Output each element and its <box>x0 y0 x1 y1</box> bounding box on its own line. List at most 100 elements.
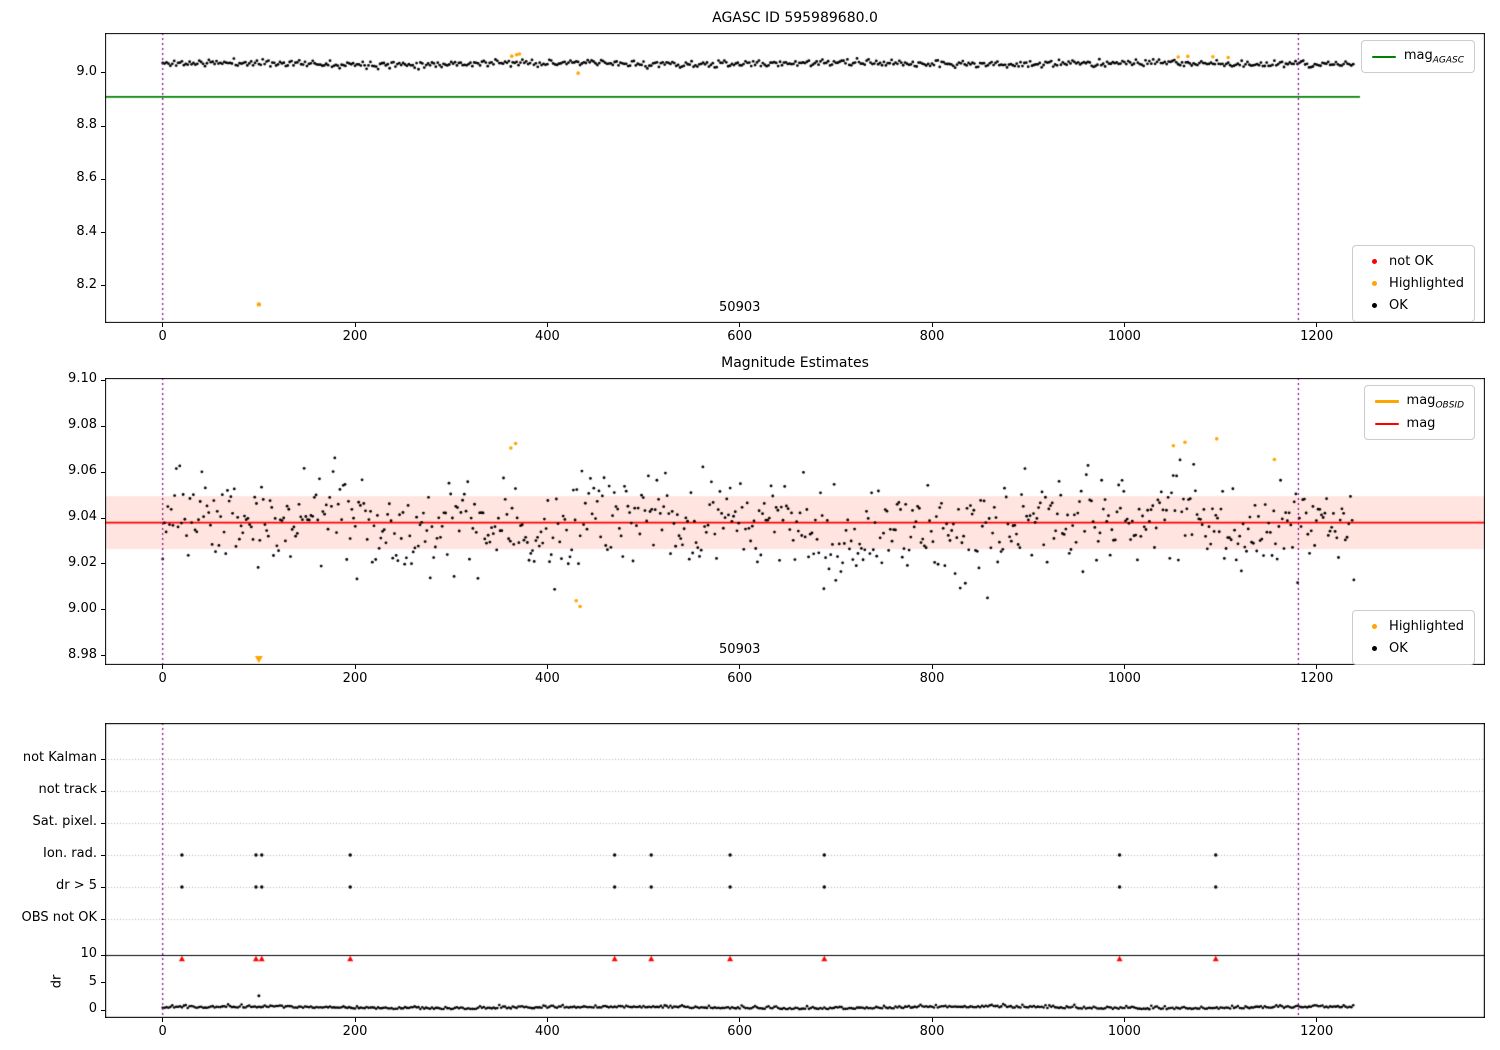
x-tick-mark <box>546 1018 548 1022</box>
bottom-plot-canvas <box>105 723 1485 1018</box>
legend-mag-agasc: magAGASC <box>1360 40 1475 73</box>
y-tick-mark <box>101 72 105 74</box>
legend-entry: OK <box>1363 639 1464 658</box>
dr-tick-label: 0 <box>88 1001 97 1016</box>
category-label: not track <box>38 782 97 797</box>
x-tick-label: 1200 <box>1300 671 1334 686</box>
x-tick-mark <box>1123 665 1125 669</box>
legend-dot-swatch <box>1372 646 1378 651</box>
x-tick-mark <box>546 323 548 327</box>
x-tick-label: 1000 <box>1107 1024 1141 1039</box>
legend-label-subscript: OBSID <box>1435 400 1464 411</box>
y-tick-label: 8.2 <box>76 276 97 292</box>
x-tick-mark <box>739 1018 741 1022</box>
x-tick-label: 0 <box>158 1024 167 1039</box>
legend-line-swatch <box>1374 400 1399 403</box>
y-tick-mark <box>101 790 105 792</box>
y-tick-mark <box>101 471 105 473</box>
x-tick-label: 400 <box>534 1024 560 1039</box>
legend-entry: mag <box>1374 414 1464 433</box>
x-tick-mark <box>931 323 933 327</box>
legend-line-swatch <box>1371 55 1396 58</box>
x-tick-label: 800 <box>919 1024 945 1039</box>
x-tick-mark <box>546 665 548 669</box>
x-tick-mark <box>1123 323 1125 327</box>
category-label: OBS not OK <box>21 910 98 925</box>
y-tick-mark <box>101 563 105 565</box>
legend-label: mag <box>1406 416 1436 431</box>
x-tick-mark <box>1316 1018 1318 1022</box>
x-tick-label: 1000 <box>1107 329 1141 344</box>
obsid-annotation-middle: 50903 <box>719 642 761 657</box>
y-tick-mark <box>101 178 105 180</box>
category-label: Sat. pixel. <box>32 814 97 829</box>
legend-label: Highlighted <box>1389 619 1464 634</box>
x-tick-label: 600 <box>727 671 753 686</box>
y-tick-label: 8.98 <box>68 646 97 662</box>
x-tick-mark <box>931 1018 933 1022</box>
legend-label-subscript: AGASC <box>1432 55 1464 66</box>
legend-dot-swatch <box>1372 281 1378 286</box>
legend-entry: magOBSID <box>1374 392 1464 411</box>
legend-label: magOBSID <box>1406 392 1464 411</box>
x-tick-label: 0 <box>158 671 167 686</box>
y-tick-label: 9.06 <box>68 463 97 479</box>
legend-line-swatch <box>1374 422 1399 425</box>
y-tick-mark <box>101 1009 105 1011</box>
y-tick-mark <box>101 425 105 427</box>
legend-dot-swatch <box>1372 303 1378 308</box>
x-tick-label: 400 <box>534 671 560 686</box>
x-tick-label: 1000 <box>1107 671 1141 686</box>
x-tick-label: 800 <box>919 671 945 686</box>
y-tick-label: 9.00 <box>68 600 97 616</box>
top-plot-title: AGASC ID 595989680.0 <box>712 10 878 26</box>
x-tick-label: 600 <box>727 1024 753 1039</box>
y-tick-mark <box>101 822 105 824</box>
y-tick-mark <box>101 285 105 287</box>
category-label: Ion. rad. <box>43 846 97 861</box>
y-tick-label: 9.02 <box>68 554 97 570</box>
y-tick-label: 9.0 <box>76 63 97 79</box>
legend-top-status: not OK Highlighted OK <box>1352 245 1475 322</box>
legend-entry: Highlighted <box>1363 274 1464 293</box>
dr-tick-label: 10 <box>80 946 97 961</box>
category-label: dr > 5 <box>55 878 97 893</box>
middle-plot-canvas <box>105 378 1485 665</box>
y-tick-mark <box>101 517 105 519</box>
x-tick-label: 1200 <box>1300 329 1334 344</box>
legend-label: Highlighted <box>1389 276 1464 291</box>
x-tick-label: 600 <box>727 329 753 344</box>
x-tick-label: 200 <box>342 1024 368 1039</box>
x-tick-mark <box>354 665 356 669</box>
x-tick-label: 200 <box>342 329 368 344</box>
legend-label: OK <box>1389 298 1408 313</box>
x-tick-mark <box>1316 665 1318 669</box>
x-tick-mark <box>162 1018 164 1022</box>
y-tick-mark <box>101 854 105 856</box>
x-tick-label: 0 <box>158 329 167 344</box>
legend-middle-status: Highlighted OK <box>1352 610 1475 665</box>
y-tick-mark <box>101 655 105 657</box>
y-tick-label: 8.8 <box>76 117 97 133</box>
y-tick-mark <box>101 918 105 920</box>
top-plot-canvas <box>105 33 1485 323</box>
y-tick-label: 9.04 <box>68 509 97 525</box>
x-tick-label: 400 <box>534 329 560 344</box>
y-tick-label: 9.08 <box>68 417 97 433</box>
x-tick-label: 200 <box>342 671 368 686</box>
legend-dot-swatch <box>1372 624 1378 629</box>
legend-entry: Highlighted <box>1363 617 1464 636</box>
middle-plot-title: Magnitude Estimates <box>721 355 869 371</box>
x-tick-mark <box>354 323 356 327</box>
y-tick-label: 9.10 <box>68 371 97 387</box>
x-tick-mark <box>739 323 741 327</box>
x-tick-label: 800 <box>919 329 945 344</box>
legend-entry: magAGASC <box>1371 47 1464 66</box>
y-tick-mark <box>101 982 105 983</box>
legend-dot-swatch <box>1372 259 1378 264</box>
x-tick-mark <box>1123 1018 1125 1022</box>
y-tick-mark <box>101 954 105 956</box>
x-tick-mark <box>739 665 741 669</box>
legend-mag-obsid: magOBSID mag <box>1363 385 1475 440</box>
